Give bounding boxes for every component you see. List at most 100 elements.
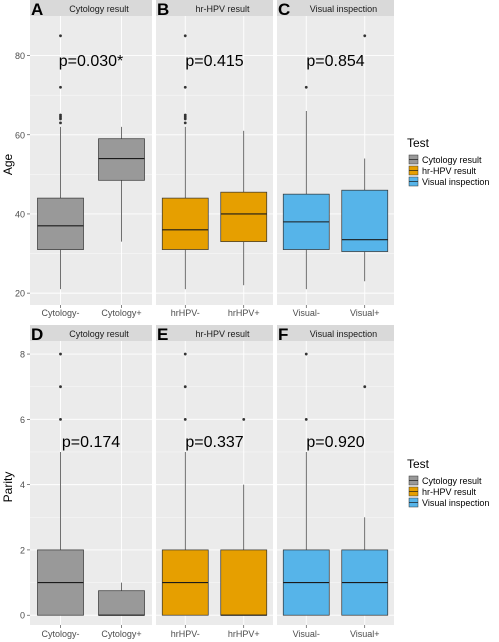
legend-item-label: Cytology result	[422, 476, 482, 486]
x-tick-label: Visual+	[350, 308, 380, 318]
legend-item-label: hr-HPV result	[422, 487, 477, 497]
outlier-point	[304, 417, 308, 421]
panel-letter: B	[157, 0, 169, 19]
legend-title: Test	[407, 136, 430, 150]
x-tick-label: hrHPV+	[228, 308, 260, 318]
outlier-point	[183, 85, 187, 89]
box-Cytology-	[37, 352, 84, 616]
y-tick-label: 20	[15, 289, 25, 299]
box-Visual+	[341, 34, 389, 282]
box-hrHPV+	[220, 130, 268, 286]
outlier-point	[59, 417, 62, 421]
p-value-annotation: p=0.854	[306, 53, 364, 70]
outlier-point	[183, 34, 187, 38]
facet-strip	[30, 0, 152, 16]
x-tick-label: Cytology+	[101, 308, 141, 318]
x-tick-label: Visual-	[293, 629, 320, 639]
y-tick-label: 0	[20, 611, 25, 621]
facet-strip	[156, 325, 273, 341]
p-value-annotation: p=0.920	[306, 434, 364, 451]
outlier-point	[59, 121, 62, 125]
box-body	[37, 197, 84, 250]
p-value-annotation: p=0.337	[185, 434, 243, 451]
facet-F: Visual inspection F Visual- Visual+ p=0.920	[277, 325, 394, 639]
legend-item-label: Visual inspection	[422, 177, 489, 187]
y-tick-label: 80	[15, 51, 25, 61]
y-axis-label: Age	[1, 154, 15, 176]
legend-item-label: hr-HPV result	[422, 166, 477, 176]
x-tick-label: Cytology+	[101, 629, 141, 639]
box-body	[98, 590, 145, 616]
x-tick-label: hrHPV-	[171, 308, 200, 318]
outlier-point	[183, 385, 187, 389]
box-hrHPV+	[220, 417, 268, 616]
facet-strip-label: Visual inspection	[310, 4, 377, 14]
outlier-point	[363, 385, 367, 389]
x-tick-label: Visual-	[293, 308, 320, 318]
facet-strip-label: hr-HPV result	[195, 329, 250, 339]
outlier-point	[59, 117, 62, 121]
outlier-point	[183, 117, 187, 121]
facet-strip-label: hr-HPV result	[195, 4, 250, 14]
outlier-point	[183, 115, 187, 119]
y-axis-label: Parity	[1, 472, 15, 503]
legend-title: Test	[407, 457, 430, 471]
box-body	[98, 138, 145, 181]
y-tick-label: 40	[15, 209, 25, 219]
box-Cytology+	[98, 582, 145, 616]
outlier-point	[59, 352, 62, 356]
box-hrHPV-	[161, 352, 209, 616]
y-tick-label: 8	[20, 350, 25, 360]
outlier-point	[59, 385, 62, 389]
outlier-point	[363, 34, 367, 38]
outlier-point	[59, 85, 62, 89]
box-Visual-	[282, 85, 330, 290]
box-body	[161, 197, 209, 250]
box-body	[220, 191, 268, 243]
y-tick-label: 4	[20, 480, 25, 490]
panel-letter: F	[278, 325, 288, 344]
facet-strip	[156, 0, 273, 16]
legend-item-label: Visual inspection	[422, 498, 489, 508]
panel-letter: C	[278, 0, 290, 19]
panel-letter: D	[31, 325, 43, 344]
outlier-point	[59, 115, 62, 119]
outlier-point	[304, 352, 308, 356]
facet-A: Cytology result A Cytology- Cytology+ p=0.03…	[30, 0, 152, 318]
box-body	[220, 549, 268, 616]
x-tick-label: hrHPV-	[171, 629, 200, 639]
outlier-point	[183, 121, 187, 125]
panel-background	[156, 16, 273, 305]
outlier-point	[59, 113, 62, 117]
box-Visual-	[282, 352, 330, 616]
facet-strip-label: Cytology result	[69, 329, 129, 339]
panel-background	[277, 16, 394, 305]
box-Cytology+	[98, 126, 145, 242]
outlier-point	[183, 417, 187, 421]
box-body	[341, 189, 389, 252]
p-value-annotation: p=0.030*	[59, 53, 124, 70]
facet-strip-label: Visual inspection	[310, 329, 377, 339]
outlier-point	[183, 352, 187, 356]
panel-letter: E	[157, 325, 168, 344]
x-tick-label: Cytology-	[41, 308, 79, 318]
box-hrHPV-	[161, 34, 209, 290]
facet-C: Visual inspection C Visual- Visual+ p=0.854	[277, 0, 394, 318]
facet-strip-label: Cytology result	[69, 4, 129, 14]
outlier-point	[242, 417, 246, 421]
box-Cytology-	[37, 34, 84, 290]
p-value-annotation: p=0.415	[185, 53, 243, 70]
y-tick-label: 2	[20, 545, 25, 555]
panel-letter: A	[31, 0, 43, 19]
outlier-point	[304, 85, 308, 89]
x-tick-label: Cytology-	[41, 629, 79, 639]
facet-strip	[277, 325, 394, 341]
x-tick-label: Visual+	[350, 629, 380, 639]
